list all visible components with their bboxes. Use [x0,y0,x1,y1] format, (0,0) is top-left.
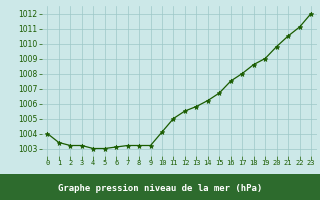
Text: Graphe pression niveau de la mer (hPa): Graphe pression niveau de la mer (hPa) [58,184,262,193]
